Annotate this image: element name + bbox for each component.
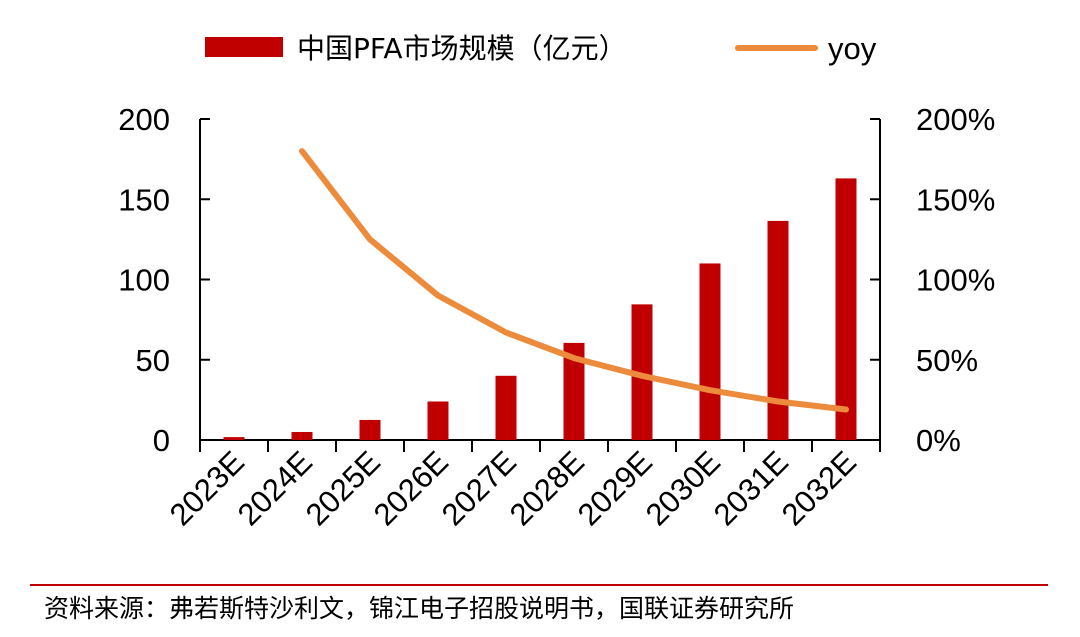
x-axis-tick-label: 2023E xyxy=(163,444,251,532)
bar-2025E xyxy=(359,419,381,440)
x-axis-tick-label: 2031E xyxy=(707,444,795,532)
yoy-line-group xyxy=(299,148,849,413)
x-axis-tick-label: 2028E xyxy=(503,444,591,532)
bar-2029E xyxy=(631,304,653,440)
x-axis-tick-label: 2024E xyxy=(231,444,319,532)
legend: 中国PFA市场规模（亿元） yoy xyxy=(205,31,877,66)
bar-2032E xyxy=(835,178,857,440)
bar-2023E xyxy=(223,437,245,440)
bars xyxy=(223,178,857,440)
source-note: 资料来源：弗若斯特沙利文，锦江电子招股说明书，国联证券研究所 xyxy=(44,594,794,623)
right-axis-tick-label: 50% xyxy=(916,343,978,378)
yoy-line xyxy=(299,148,849,413)
right-axis-tick-label: 100% xyxy=(916,263,995,298)
left-axis-tick-label: 100 xyxy=(118,263,170,298)
x-axis-tick-label: 2032E xyxy=(775,444,863,532)
x-axis-tick-label: 2030E xyxy=(639,444,727,532)
right-axis-tick-label: 0% xyxy=(916,423,961,458)
x-axis: 2023E2024E2025E2026E2027E2028E2029E2030E… xyxy=(163,439,881,532)
left-axis-tick-label: 200 xyxy=(118,102,170,137)
x-axis-tick-label: 2029E xyxy=(571,444,659,532)
bar-2024E xyxy=(291,431,313,440)
left-axis-tick-label: 0 xyxy=(153,423,170,458)
legend-bar-label: 中国PFA市场规模（亿元） xyxy=(297,32,627,65)
bar-2030E xyxy=(699,263,721,440)
left-axis-tick-label: 150 xyxy=(118,182,170,217)
right-axis-tick-label: 200% xyxy=(916,102,995,137)
bar-2026E xyxy=(427,401,449,440)
x-axis-tick-label: 2027E xyxy=(435,444,523,532)
legend-line-label: yoy xyxy=(828,31,877,66)
right-axis: 0% 50% 100% 150% 200% xyxy=(870,102,995,458)
left-axis-tick-label: 50 xyxy=(136,343,170,378)
bar-2028E xyxy=(563,342,585,440)
bar-2027E xyxy=(495,375,517,440)
left-axis: 0 50 100 150 200 xyxy=(118,102,210,458)
bar-2031E xyxy=(767,220,789,440)
legend-bar-swatch xyxy=(205,37,283,57)
x-axis-tick-label: 2025E xyxy=(299,444,387,532)
right-axis-tick-label: 150% xyxy=(916,182,995,217)
x-axis-tick-label: 2026E xyxy=(367,444,455,532)
